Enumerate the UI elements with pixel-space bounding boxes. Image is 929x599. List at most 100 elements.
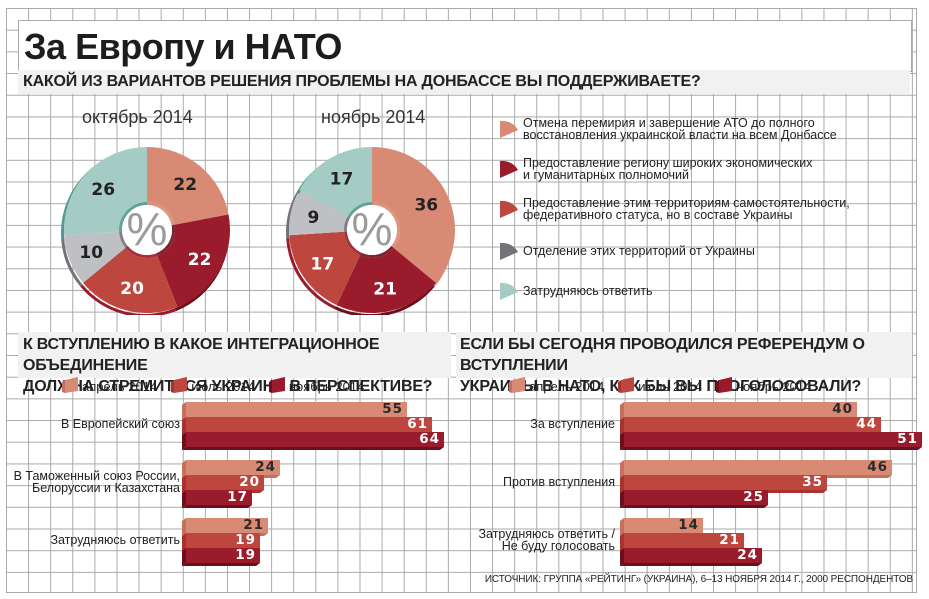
legend-label: апрель 2014 — [529, 379, 605, 394]
pie-segment-rim — [174, 217, 229, 312]
legend-label: апрель 2014 — [82, 379, 158, 394]
bar: 14 — [620, 517, 703, 536]
bar-value-label: 44 — [856, 416, 877, 432]
legend-swatch-icon — [171, 376, 188, 397]
pie-inner-ring — [156, 224, 175, 257]
pie-center-hole — [122, 205, 172, 255]
question-nato: ЕСЛИ БЫ СЕГОДНЯ ПРОВОДИЛСЯ РЕФЕРЕНДУМ О … — [456, 332, 912, 395]
category-label: Затрудняюсь ответить / Не буду голосовать — [478, 528, 615, 553]
legend-item: Предоставление этим территориям самостоя… — [498, 197, 850, 221]
category-label-line: Белоруссии и Казахстана — [32, 481, 180, 495]
question-line-2: УКРАИНЫ В НАТО, КАК БЫ ВЫ ПРОГОЛОСОВАЛИ? — [460, 378, 862, 395]
category-label-line: За вступление — [530, 417, 615, 431]
question-line-1: К ВСТУПЛЕНИЮ В КАКОЕ ИНТЕГРАЦИОННОЕ ОБЪЕ… — [23, 336, 380, 374]
bar: 24 — [182, 460, 280, 478]
category-label-line: Затрудняюсь ответить — [50, 533, 180, 547]
pie-title-november: ноябрь 2014 — [321, 107, 426, 127]
legend-swatch-icon — [62, 376, 78, 397]
bar-value-label: 21 — [243, 517, 264, 533]
pie-inner-ring — [347, 202, 372, 218]
pie-segment — [64, 147, 147, 236]
pie-segment — [289, 190, 348, 236]
wedge-swatch-icon — [500, 160, 518, 178]
legend-label: Отмена перемирия и завершение АТО до пол… — [523, 117, 837, 142]
legend-label: июль 2014 — [191, 379, 255, 394]
bar-value-label: 21 — [719, 532, 740, 548]
bar-value-label: 14 — [678, 517, 699, 533]
pie-title-october: октябрь 2014 — [82, 107, 193, 127]
legend-label-line: Предоставление этим территориям самостоя… — [523, 196, 850, 210]
pie-segment-rim — [61, 238, 83, 287]
pie-inner-ring — [147, 202, 175, 226]
legend-label: ноябрь 2014 — [288, 379, 365, 394]
category-label: Против вступления — [503, 475, 615, 489]
bar-value-label: 64 — [419, 431, 440, 447]
pie-data-label: 20 — [120, 279, 144, 299]
legend-label: Предоставление этим территориям самостоя… — [523, 196, 850, 222]
bar: 25 — [620, 489, 768, 508]
bar-legend-nato: апрель 2014 июль 2014 ноябрь 2014 — [509, 376, 811, 397]
bar-value-label: 24 — [737, 547, 758, 563]
pie-inner-ring — [119, 202, 147, 232]
legend-label: Отделение этих территорий от Украины — [523, 244, 755, 258]
legend-swatch-icon — [715, 376, 732, 397]
bar: 40 — [620, 401, 857, 420]
legend-item: Отмена перемирия и завершение АТО до пол… — [498, 117, 837, 141]
percent-symbol: % — [127, 203, 168, 255]
pie-center-hole — [347, 205, 397, 255]
category-label-line: Против вступления — [503, 475, 615, 489]
pie-data-label: 9 — [308, 208, 320, 228]
bar: 55 — [182, 401, 407, 420]
pie-segment-rim — [334, 284, 435, 315]
pie-segment — [336, 247, 436, 313]
bar: 35 — [620, 475, 827, 493]
bar-value-label: 40 — [832, 401, 853, 417]
bar: 44 — [620, 416, 881, 435]
category-label: В Европейский союз — [61, 418, 180, 431]
bar: 20 — [182, 474, 264, 493]
bar: 19 — [182, 532, 260, 551]
pie-inner-ring — [344, 216, 351, 232]
pie-segment — [289, 231, 361, 306]
pie-inner-ring — [372, 202, 400, 248]
pie-data-label: 17 — [311, 255, 335, 275]
bar: 24 — [620, 547, 762, 566]
legend-label: Затрудняюсь ответить — [523, 284, 653, 298]
pie-inner-ring — [344, 231, 362, 256]
question-line-2: ДОЛЖНА СТРЕМИТЬСЯ УКРАИНА В ПЕРСПЕКТИВЕ? — [23, 378, 433, 395]
percent-symbol: % — [352, 203, 393, 255]
category-label: Затрудняюсь ответить — [50, 533, 180, 547]
bar: 21 — [620, 532, 744, 551]
legend-swatch-icon — [509, 376, 525, 397]
bar: 51 — [620, 431, 922, 450]
pie-inner-ring — [360, 245, 394, 258]
bar-value-label: 25 — [743, 489, 764, 505]
legend-label-line: Затрудняюсь ответить — [523, 284, 653, 298]
pie-data-label: 26 — [91, 180, 115, 200]
bar-value-label: 55 — [382, 401, 403, 417]
bar-value-label: 51 — [897, 431, 918, 447]
legend-item: Отделение этих территорий от Украины — [498, 240, 755, 262]
bar-value-label: 20 — [239, 474, 260, 490]
pie-data-label: 22 — [173, 175, 197, 195]
wedge-swatch-icon — [500, 242, 518, 260]
source-note: ИСТОЧНИК: ГРУППА «РЕЙТИНГ» (УКРАИНА), 6–… — [484, 574, 913, 585]
page-title: За Европу и НАТО — [24, 26, 342, 67]
pie-segment-rim — [286, 192, 300, 239]
bar: 46 — [620, 460, 892, 478]
wedge-swatch-icon — [500, 120, 518, 138]
question-line-1: ЕСЛИ БЫ СЕГОДНЯ ПРОВОДИЛСЯ РЕФЕРЕНДУМ О … — [460, 336, 865, 374]
pie-data-label: 22 — [188, 250, 212, 270]
pie-data-label: 10 — [79, 243, 103, 263]
bar: 64 — [182, 431, 444, 450]
pie-data-label: 17 — [330, 169, 354, 189]
legend-label-line: восстановления украинской власти на всем… — [523, 128, 837, 142]
bar-legend-integration: апрель 2014 июль 2014 ноябрь 2014 — [62, 376, 364, 397]
pie-segment — [157, 214, 230, 308]
legend-label-line: Отделение этих территорий от Украины — [523, 244, 755, 258]
category-label-line: В Таможенный союз России, — [13, 469, 180, 483]
bar-value-label: 17 — [227, 489, 248, 505]
legend-swatch-icon — [618, 376, 635, 397]
legend-label: ноябрь 2014 — [735, 379, 812, 394]
bar-value-label: 19 — [235, 532, 256, 548]
